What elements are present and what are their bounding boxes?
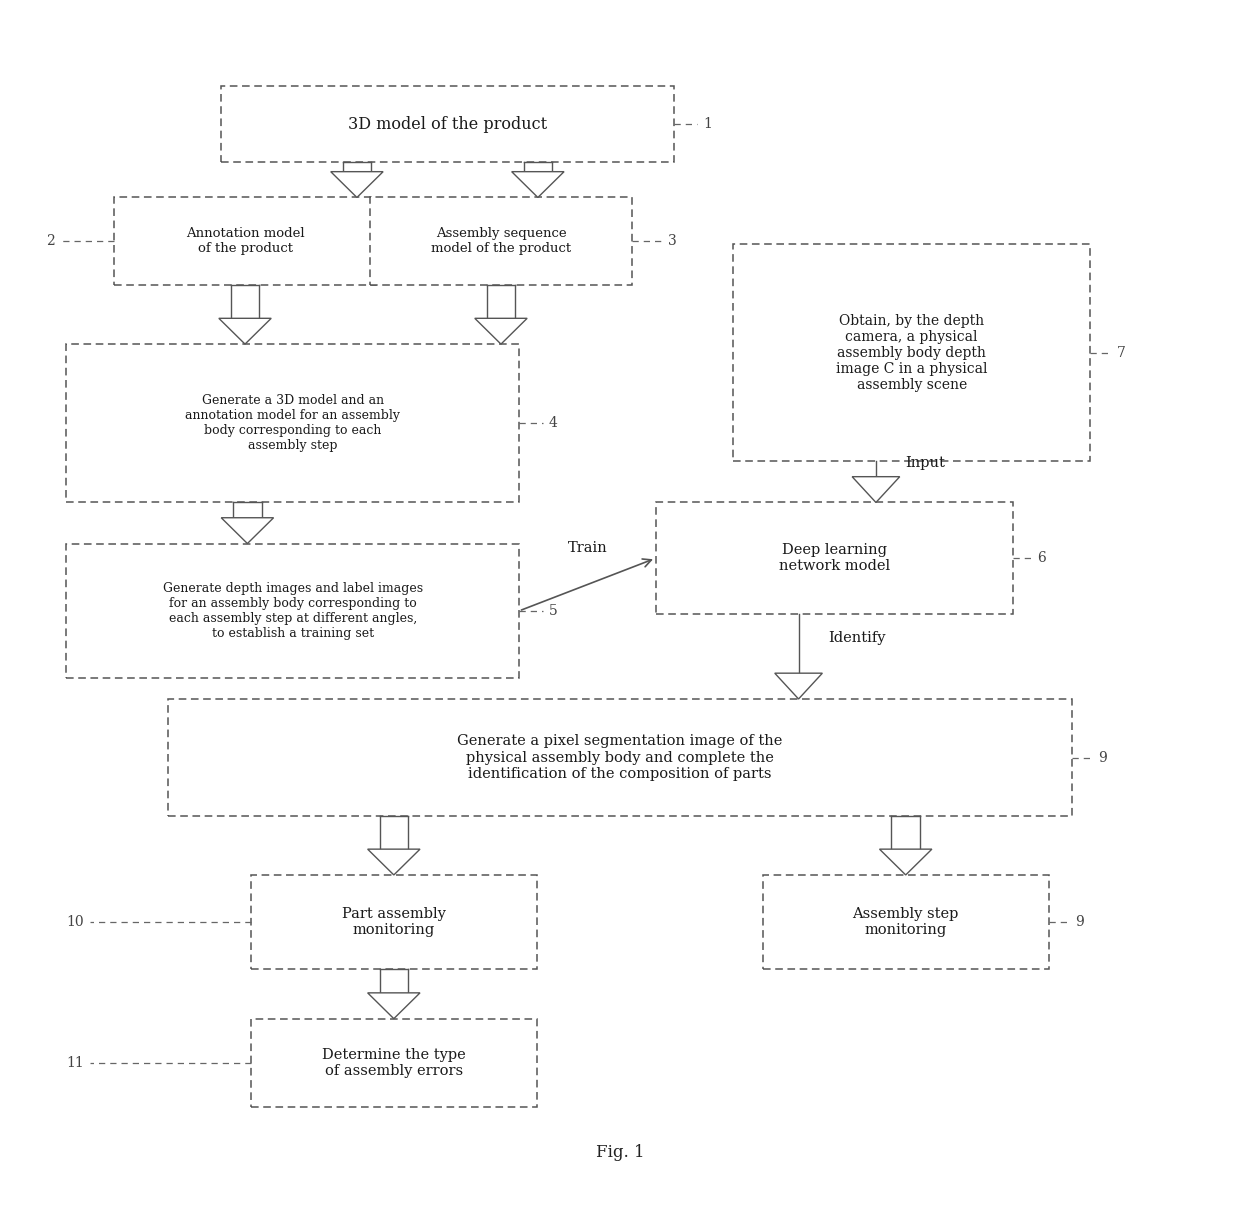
Text: Part assembly
monitoring: Part assembly monitoring bbox=[342, 907, 445, 937]
Text: 2: 2 bbox=[46, 235, 55, 248]
Bar bbox=[67, 345, 518, 502]
Text: 9: 9 bbox=[1075, 915, 1084, 929]
Text: 3: 3 bbox=[667, 235, 676, 248]
Polygon shape bbox=[367, 849, 420, 875]
Text: 3D model of the product: 3D model of the product bbox=[348, 116, 547, 133]
Text: 9: 9 bbox=[1099, 750, 1107, 765]
Polygon shape bbox=[331, 171, 383, 198]
Polygon shape bbox=[475, 318, 527, 345]
Bar bbox=[250, 1019, 537, 1107]
Bar bbox=[250, 875, 537, 969]
Text: 11: 11 bbox=[67, 1056, 84, 1069]
Bar bbox=[763, 875, 1049, 969]
Bar bbox=[656, 502, 1013, 613]
Polygon shape bbox=[512, 171, 564, 198]
Bar bbox=[370, 198, 632, 286]
Polygon shape bbox=[879, 849, 932, 875]
Text: 7: 7 bbox=[1116, 346, 1125, 360]
Bar bbox=[67, 544, 518, 678]
Text: Generate a 3D model and an
annotation model for an assembly
body corresponding t: Generate a 3D model and an annotation mo… bbox=[185, 395, 401, 452]
Text: Determine the type
of assembly errors: Determine the type of assembly errors bbox=[322, 1047, 466, 1078]
Text: Annotation model
of the product: Annotation model of the product bbox=[186, 227, 304, 255]
Text: 4: 4 bbox=[548, 417, 558, 430]
Text: Deep learning
network model: Deep learning network model bbox=[779, 543, 890, 573]
Polygon shape bbox=[775, 673, 822, 699]
Polygon shape bbox=[367, 992, 420, 1019]
Text: 5: 5 bbox=[548, 604, 557, 618]
Polygon shape bbox=[221, 518, 274, 544]
Text: 1: 1 bbox=[703, 117, 712, 131]
Bar bbox=[221, 86, 673, 163]
Polygon shape bbox=[218, 318, 272, 345]
Bar bbox=[114, 198, 376, 286]
Polygon shape bbox=[852, 477, 900, 502]
Text: 6: 6 bbox=[1037, 551, 1045, 566]
Text: Generate depth images and label images
for an assembly body corresponding to
eac: Generate depth images and label images f… bbox=[162, 582, 423, 640]
Text: Identify: Identify bbox=[828, 631, 885, 645]
Text: Fig. 1: Fig. 1 bbox=[595, 1145, 645, 1161]
Text: Input: Input bbox=[905, 456, 946, 470]
Text: Generate a pixel segmentation image of the
physical assembly body and complete t: Generate a pixel segmentation image of t… bbox=[458, 734, 782, 781]
Bar bbox=[733, 244, 1090, 462]
Text: Assembly step
monitoring: Assembly step monitoring bbox=[853, 907, 959, 937]
Text: Obtain, by the depth
camera, a physical
assembly body depth
image C in a physica: Obtain, by the depth camera, a physical … bbox=[836, 314, 987, 392]
Text: 10: 10 bbox=[67, 915, 84, 929]
Text: Train: Train bbox=[568, 541, 608, 555]
Bar bbox=[167, 699, 1073, 816]
Text: Assembly sequence
model of the product: Assembly sequence model of the product bbox=[430, 227, 572, 255]
